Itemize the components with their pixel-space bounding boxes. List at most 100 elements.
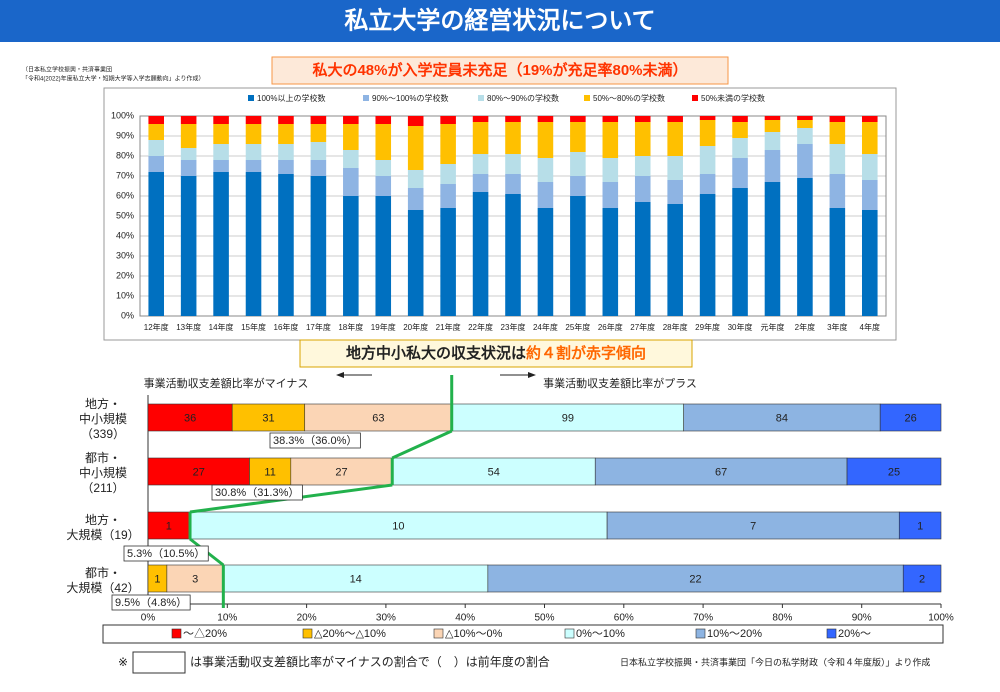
bar-segment <box>278 160 294 174</box>
bar-segment <box>570 116 586 122</box>
value-label: 36 <box>184 412 196 424</box>
x-tick-label: 2年度 <box>795 322 815 332</box>
value-label: 27 <box>193 466 205 478</box>
bar-segment <box>537 158 554 182</box>
bar-segment <box>764 116 781 120</box>
value-label: 26 <box>904 412 916 424</box>
bar-segment <box>245 160 262 172</box>
x-tick-label: 50% <box>534 613 554 624</box>
bar-segment <box>310 176 327 316</box>
value-label: 1 <box>166 520 172 532</box>
bar-segment <box>180 116 197 124</box>
chart-title-box <box>299 339 693 368</box>
legend-marker <box>826 628 837 639</box>
bar-segment <box>797 178 813 316</box>
bar-segment <box>829 144 846 174</box>
bar-segment <box>861 154 878 180</box>
bar-segment <box>213 172 229 316</box>
value-label: 27 <box>335 466 347 478</box>
annotation: 5.3%（10.5%） <box>127 547 205 560</box>
bar-segment <box>148 124 165 140</box>
value-label: 54 <box>488 466 500 478</box>
y-tick-label: 10% <box>116 290 134 300</box>
legend-label: △10%～0% <box>445 628 503 640</box>
bar-segment <box>407 188 424 210</box>
bar-segment <box>472 116 489 122</box>
row-label: 都市・ 中小規模 （211） <box>78 451 127 495</box>
bar-segment <box>667 180 683 204</box>
bar-segment <box>570 176 586 196</box>
note-box <box>132 651 186 674</box>
x-tick-label: 3年度 <box>827 322 847 332</box>
deficit-connector <box>391 429 453 460</box>
legend-marker <box>584 95 590 101</box>
bar-segment <box>343 116 359 124</box>
bar-segment <box>846 457 942 486</box>
source: 日本私立学校振興・共済事業団「今日の私学財政（令和４年度版）」より作成 <box>620 656 930 667</box>
legend-label: ～△20% <box>183 627 227 640</box>
bar-segment <box>245 124 262 144</box>
bar-segment <box>606 511 900 540</box>
x-tick-label: 20年度 <box>403 322 428 332</box>
bar-segment <box>290 457 393 486</box>
x-tick-label: 18年度 <box>338 322 363 332</box>
bar-segment <box>602 158 619 182</box>
bar-segment <box>505 116 521 122</box>
bar-segment <box>148 156 165 172</box>
chart-title-box <box>271 56 729 85</box>
value-label: 7 <box>750 520 756 532</box>
right-label: 事業活動収支差額比率がプラス <box>543 376 697 390</box>
chart-title: 地方中小私大の収支状況は <box>346 344 526 362</box>
x-tick-label: 19年度 <box>371 322 396 332</box>
x-tick-label: 4年度 <box>860 322 880 332</box>
bar-segment <box>304 403 453 432</box>
x-tick-label: 90% <box>852 613 872 624</box>
bar-segment <box>278 174 294 316</box>
bar-segment <box>537 182 554 208</box>
y-tick-label: 80% <box>116 150 134 160</box>
row-label: 都市・ 大規模（42） <box>66 565 140 595</box>
legend-label: 20%～ <box>838 628 871 640</box>
legend-label: 80%～90%の学校数 <box>487 93 559 103</box>
legend-marker <box>433 628 444 639</box>
legend-box <box>102 624 944 644</box>
legend-marker <box>171 628 182 639</box>
bar-segment <box>147 511 191 540</box>
x-tick-label: 16年度 <box>274 322 299 332</box>
bar-segment <box>829 122 846 144</box>
bar-segment <box>861 210 878 316</box>
bar-segment <box>343 196 359 316</box>
value-label: 3 <box>192 573 198 585</box>
page-title: 私立大学の経営状況について <box>344 6 655 34</box>
legend-marker <box>692 95 698 101</box>
bar-segment <box>602 116 619 122</box>
bar-segment <box>634 202 651 316</box>
value-label: 10 <box>392 520 404 532</box>
y-tick-label: 50% <box>116 210 134 220</box>
bar-segment <box>278 116 294 124</box>
legend-marker <box>564 628 575 639</box>
bar-segment <box>879 403 942 432</box>
y-tick-label: 40% <box>116 230 134 240</box>
bar-segment <box>699 194 716 316</box>
bar-segment <box>902 564 942 593</box>
bar-segment <box>764 150 781 182</box>
x-tick-label: 80% <box>772 613 792 624</box>
bar-segment <box>634 122 651 156</box>
legend-label: 10%～20% <box>707 628 762 640</box>
bar-segment <box>407 126 424 170</box>
bar-segment <box>732 122 748 138</box>
bar-segment <box>699 120 716 146</box>
x-tick-label: 12年度 <box>144 322 169 332</box>
x-tick-label: 29年度 <box>695 322 720 332</box>
x-tick-label: 22年度 <box>468 322 493 332</box>
bar-segment <box>451 403 684 432</box>
x-tick-label: 26年度 <box>598 322 623 332</box>
annotation: 9.5%（4.8%） <box>115 596 187 609</box>
annotation-box <box>269 432 361 449</box>
bar-segment <box>440 164 456 184</box>
bar-segment <box>249 457 292 486</box>
bar-segment <box>505 154 521 174</box>
bar-segment <box>602 122 619 158</box>
chart-title: 私大の48%が入学定員未充足（19%が充足率80%未満） <box>311 61 687 79</box>
